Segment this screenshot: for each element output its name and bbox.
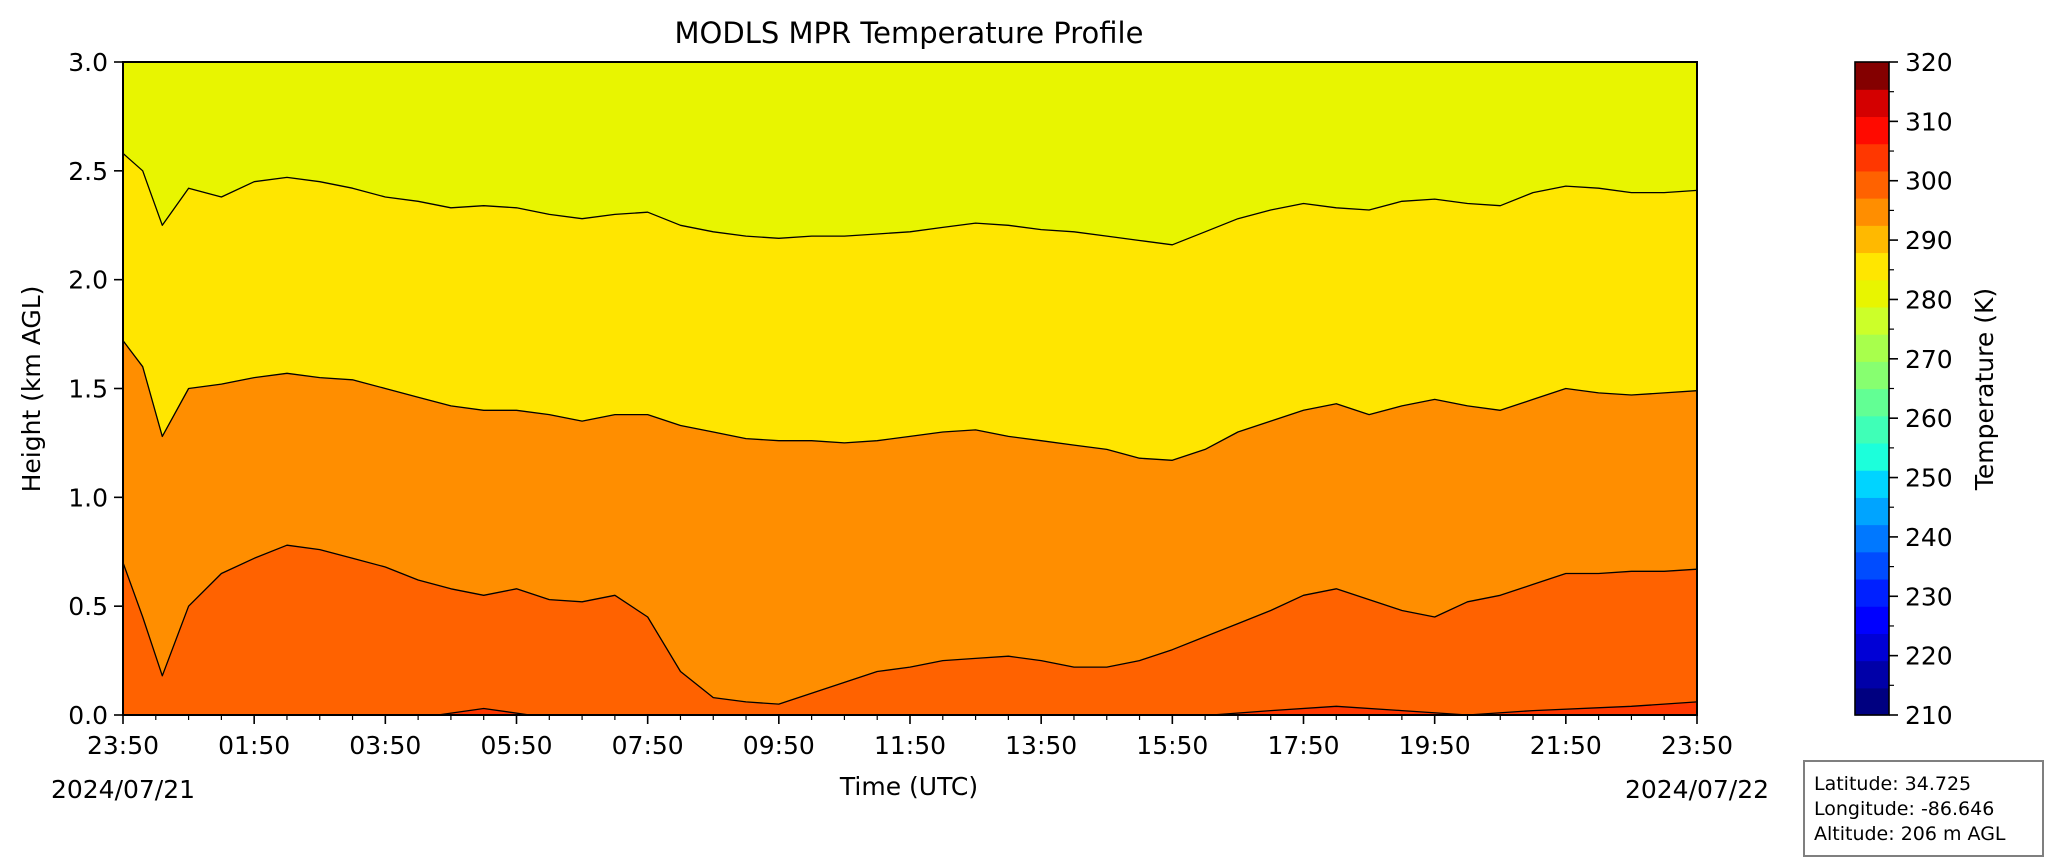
y-axis: 0.0 0.5 1.0 1.5 2.0 2.5 3.0 <box>68 48 123 730</box>
contour-line-290K <box>122 152 1698 246</box>
y-tick-label: 3.0 <box>68 48 108 77</box>
x-tick-label: 05:50 <box>480 731 552 760</box>
colorbar-segment <box>1855 578 1889 607</box>
x-tick-label: 17:50 <box>1267 731 1339 760</box>
colorbar-segment <box>1855 470 1889 498</box>
x-axis-label: Time (UTC) <box>839 772 978 801</box>
x-tick-label: 01:50 <box>218 731 290 760</box>
colorbar-tick-label: 220 <box>1905 642 1953 671</box>
colorbar-segment <box>1855 361 1889 390</box>
y-tick-label: 1.0 <box>68 483 108 512</box>
x-tick-label: 23:50 <box>1661 731 1733 760</box>
x-axis: 23:50 01:50 03:50 05:50 07:50 09:50 11:50 13:50… <box>87 715 1733 760</box>
colorbar: 210 220 230 240 250 260 270 280 290 300 310 320 <box>1854 48 1953 730</box>
colorbar-segment <box>1855 551 1889 580</box>
colorbar-segment <box>1855 143 1889 172</box>
colorbar-segment <box>1855 606 1889 634</box>
altitude-text: Altitude: 206 m AGL <box>1814 823 2006 845</box>
x-tick-label: 07:50 <box>612 731 684 760</box>
colorbar-segment <box>1855 524 1889 553</box>
y-tick-label: 2.0 <box>68 266 108 295</box>
colorbar-segment <box>1855 225 1889 254</box>
colorbar-tick-label: 270 <box>1905 345 1953 374</box>
colorbar-segment <box>1855 198 1889 226</box>
temperature-band-295-300 <box>123 545 1697 715</box>
colorbar-tick-label: 280 <box>1905 285 1953 314</box>
colorbar-tick-label: 210 <box>1905 701 1953 730</box>
colorbar-segment <box>1855 89 1889 118</box>
colorbar-segment <box>1855 279 1889 308</box>
latitude-text: Latitude: 34.725 <box>1814 773 1972 795</box>
colorbar-segment <box>1855 687 1889 716</box>
longitude-text: Longitude: -86.646 <box>1814 798 1995 820</box>
y-tick-label: 0.5 <box>68 592 108 621</box>
colorbar-tick-label: 310 <box>1905 107 1953 136</box>
colorbar-tick-label: 240 <box>1905 523 1953 552</box>
y-axis-label: Height (km AGL) <box>17 286 46 493</box>
colorbar-segment <box>1855 497 1889 526</box>
y-tick-label: 0.0 <box>68 701 108 730</box>
x-tick-label: 21:50 <box>1530 731 1602 760</box>
x-tick-label: 03:50 <box>349 731 421 760</box>
x-tick-label: 23:50 <box>87 731 159 760</box>
contour-line-295K <box>122 340 1698 461</box>
x-tick-label: 13:50 <box>1005 731 1077 760</box>
colorbar-tick-label: 300 <box>1905 167 1953 196</box>
colorbar-tick-label: 290 <box>1905 226 1953 255</box>
colorbar-tick-label: 230 <box>1905 582 1953 611</box>
y-tick-label: 2.5 <box>68 157 108 186</box>
colorbar-segment <box>1855 660 1889 689</box>
colorbar-tick-label: 320 <box>1905 48 1953 77</box>
contour-line-305K <box>437 701 1698 716</box>
x-tick-label: 15:50 <box>1136 731 1208 760</box>
end-date-label: 2024/07/22 <box>1625 775 1769 804</box>
colorbar-segment <box>1855 306 1889 335</box>
colorbar-label: Temperature (K) <box>1970 288 1999 491</box>
chart-title: MODLS MPR Temperature Profile <box>675 16 1144 50</box>
x-tick-label: 11:50 <box>874 731 946 760</box>
colorbar-segment <box>1855 170 1889 199</box>
colorbar-segment <box>1855 62 1889 90</box>
colorbar-segment <box>1855 415 1889 444</box>
y-tick-label: 1.5 <box>68 375 108 404</box>
start-date-label: 2024/07/21 <box>51 775 195 804</box>
colorbar-segment <box>1855 442 1889 471</box>
colorbar-segment <box>1855 334 1889 362</box>
colorbar-tick-label: 260 <box>1905 404 1953 433</box>
colorbar-segment <box>1855 633 1889 662</box>
colorbar-segment <box>1855 252 1889 281</box>
plot-area <box>122 62 1698 716</box>
colorbar-tick-label: 250 <box>1905 464 1953 493</box>
colorbar-segment <box>1855 116 1889 145</box>
x-tick-label: 09:50 <box>743 731 815 760</box>
location-info-box: Latitude: 34.725 Longitude: -86.646 Alti… <box>1803 760 2044 857</box>
temperature-band-300-305 <box>437 701 1697 715</box>
colorbar-segment <box>1855 388 1889 417</box>
x-tick-label: 19:50 <box>1399 731 1471 760</box>
contour-line-300K <box>122 544 1698 705</box>
